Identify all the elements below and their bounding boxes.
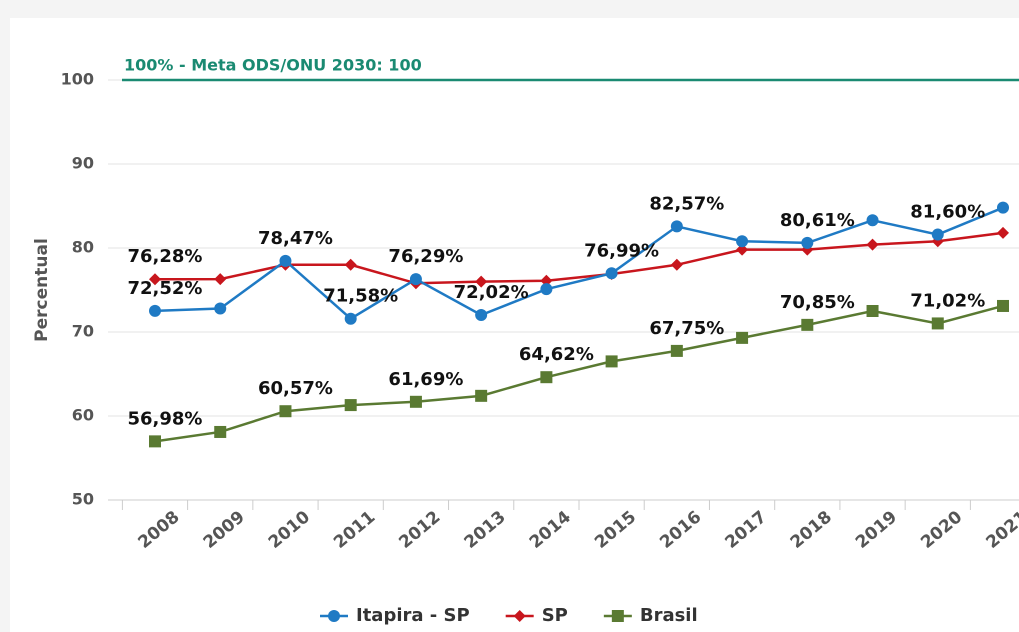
data-label: 81,60%	[910, 202, 985, 223]
point	[931, 228, 944, 241]
point	[997, 201, 1009, 214]
y-tick-label: 50	[72, 490, 94, 509]
point	[475, 309, 488, 322]
point	[801, 236, 814, 249]
data-label: 71,02%	[910, 290, 985, 311]
data-label: 71,58%	[323, 286, 398, 307]
y-tick-label: 90	[72, 154, 94, 173]
point	[866, 305, 879, 317]
data-label: 76,28%	[128, 246, 203, 267]
point	[931, 317, 944, 330]
point	[605, 355, 618, 368]
data-label: 76,99%	[584, 240, 659, 261]
point	[149, 435, 161, 448]
point	[997, 299, 1009, 312]
point	[670, 258, 683, 271]
point	[149, 273, 161, 286]
point	[344, 258, 357, 271]
y-tick-label: 80	[72, 238, 94, 257]
legend-label: SP	[542, 605, 568, 626]
point	[736, 235, 749, 248]
y-axis-label: Percentual	[32, 238, 52, 342]
point	[866, 238, 879, 251]
point	[214, 425, 227, 438]
y-tick-label: 60	[72, 406, 94, 425]
data-label: 80,61%	[780, 210, 855, 231]
data-label: 78,47%	[258, 228, 333, 249]
data-label: 70,85%	[780, 292, 855, 313]
point	[997, 226, 1009, 239]
point	[475, 389, 488, 402]
series-line	[154, 206, 1004, 321]
data-label: 56,98%	[128, 408, 203, 429]
series-line	[154, 231, 1004, 285]
point	[279, 254, 292, 267]
point	[344, 312, 357, 325]
point	[214, 273, 227, 286]
point	[540, 283, 553, 296]
point	[736, 243, 749, 256]
legend-label: Brasil	[640, 605, 698, 626]
series-line	[154, 304, 1004, 443]
point	[409, 273, 422, 286]
data-label: 61,69%	[388, 369, 463, 390]
card	[10, 18, 1019, 632]
point	[670, 344, 683, 357]
point	[328, 610, 340, 622]
data-label: 72,02%	[454, 282, 529, 303]
data-label: 82,57%	[649, 193, 724, 214]
point	[344, 399, 357, 412]
point	[670, 220, 683, 233]
point	[149, 304, 161, 317]
y-tick-label: 70	[72, 322, 94, 341]
point	[475, 275, 488, 288]
point	[513, 610, 526, 622]
data-label: 72,52%	[128, 278, 203, 299]
point	[611, 610, 624, 622]
legend-label: Itapira - SP	[356, 605, 470, 626]
y-tick-label: 100	[61, 70, 94, 89]
point	[736, 331, 749, 344]
point	[866, 214, 879, 227]
data-label: 60,57%	[258, 378, 333, 399]
point	[214, 302, 227, 315]
point	[605, 267, 618, 280]
data-label: 64,62%	[519, 344, 594, 365]
point	[801, 318, 814, 331]
point	[540, 371, 553, 384]
data-label: 76,29%	[388, 246, 463, 267]
point	[540, 274, 553, 287]
target-label: 100% - Meta ODS/ONU 2030: 100	[124, 56, 422, 75]
data-label: 67,75%	[649, 318, 724, 339]
point	[409, 395, 422, 408]
point	[279, 405, 292, 418]
